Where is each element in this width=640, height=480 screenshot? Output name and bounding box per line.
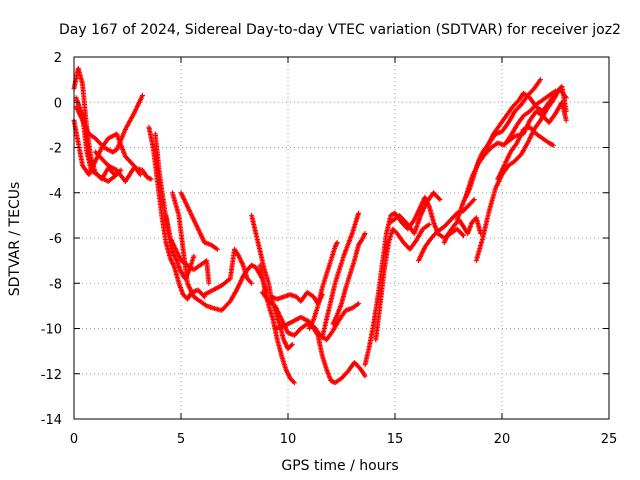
data-point bbox=[426, 221, 432, 227]
y-tick-label: -8 bbox=[49, 277, 62, 292]
y-tick-label: -12 bbox=[41, 368, 62, 383]
x-tick-label: 0 bbox=[70, 432, 78, 447]
data-point bbox=[249, 280, 255, 286]
data-point bbox=[538, 77, 544, 83]
x-tick-label: 20 bbox=[494, 432, 511, 447]
data-point bbox=[362, 230, 368, 236]
data-points bbox=[71, 65, 569, 386]
data-point bbox=[118, 167, 124, 173]
data-point bbox=[148, 176, 154, 182]
x-axis-label: GPS time / hours bbox=[281, 458, 398, 474]
data-point bbox=[147, 176, 153, 182]
data-point bbox=[362, 373, 368, 379]
y-tick-label: -10 bbox=[41, 323, 62, 338]
x-tick-label: 15 bbox=[387, 432, 404, 447]
y-tick-label: -6 bbox=[49, 232, 62, 247]
x-tick-label: 25 bbox=[601, 432, 618, 447]
data-point bbox=[139, 92, 145, 98]
data-point bbox=[214, 246, 220, 252]
data-point bbox=[356, 301, 362, 307]
data-point bbox=[206, 280, 212, 286]
data-point bbox=[334, 240, 340, 246]
data-point bbox=[460, 233, 466, 239]
data-point bbox=[289, 341, 295, 347]
data-point bbox=[356, 210, 362, 216]
y-tick-label: -4 bbox=[49, 187, 62, 202]
data-point bbox=[549, 142, 555, 148]
y-axis-label: SDTVAR / TECUs bbox=[7, 182, 23, 297]
chart-title: Day 167 of 2024, Sidereal Day-to-day VTE… bbox=[59, 22, 621, 38]
y-tick-label: -2 bbox=[49, 142, 62, 157]
x-tick-label: 5 bbox=[177, 432, 185, 447]
data-point bbox=[191, 253, 197, 259]
y-tick-label: 0 bbox=[54, 96, 62, 111]
data-point bbox=[471, 197, 477, 203]
y-tick-label: 2 bbox=[54, 51, 62, 66]
data-point bbox=[437, 197, 443, 203]
data-point bbox=[137, 172, 143, 178]
data-point bbox=[550, 142, 556, 148]
data-point bbox=[563, 117, 569, 123]
data-point bbox=[291, 380, 297, 386]
x-tick-label: 10 bbox=[280, 432, 297, 447]
y-tick-label: -14 bbox=[41, 413, 62, 428]
